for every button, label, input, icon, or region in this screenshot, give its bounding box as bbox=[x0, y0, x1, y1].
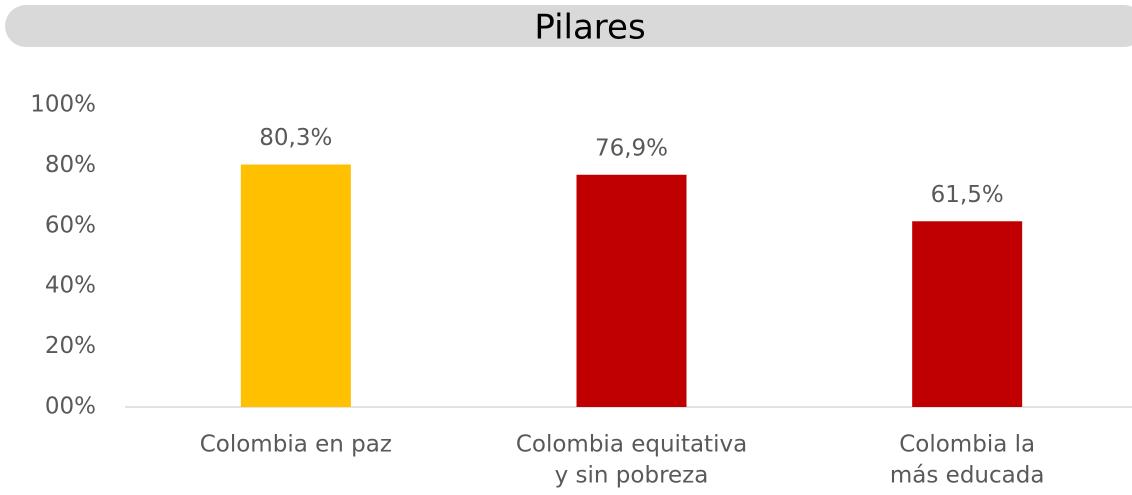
data-label: 76,9% bbox=[595, 135, 668, 161]
x-tick-label: Colombia equitativa bbox=[516, 432, 747, 458]
bar bbox=[240, 164, 351, 407]
title-banner bbox=[5, 5, 1132, 47]
bar bbox=[912, 221, 1023, 407]
y-tick-label: 80% bbox=[45, 152, 96, 178]
y-tick-label: 40% bbox=[45, 273, 96, 299]
bar bbox=[576, 174, 687, 407]
x-tick-label: Colombia en paz bbox=[200, 432, 392, 458]
x-tick-label: más educada bbox=[890, 463, 1045, 489]
chart-title: Pilares bbox=[534, 8, 645, 48]
data-label: 80,3% bbox=[259, 125, 332, 151]
y-tick-label: 60% bbox=[45, 212, 96, 238]
x-tick-label: y sin pobreza bbox=[555, 463, 709, 489]
x-tick-label: Colombia la bbox=[899, 432, 1035, 458]
data-label: 61,5% bbox=[931, 182, 1004, 208]
y-tick-label: 100% bbox=[30, 92, 96, 118]
y-tick-label: 00% bbox=[45, 394, 96, 420]
y-tick-label: 20% bbox=[45, 333, 96, 359]
